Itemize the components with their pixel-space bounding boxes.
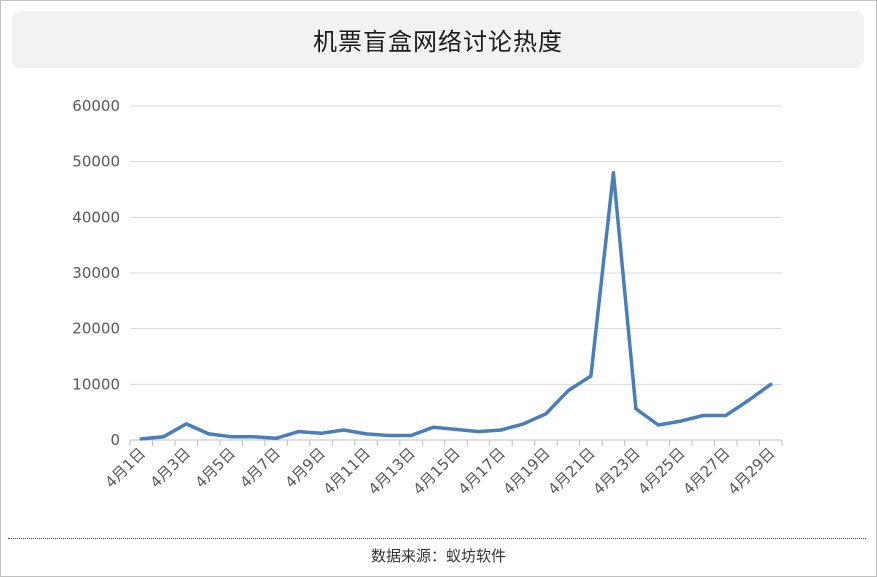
data-point bbox=[274, 436, 278, 440]
data-point bbox=[139, 437, 143, 441]
data-point bbox=[544, 412, 548, 416]
x-tick-label: 4月5日 bbox=[192, 444, 239, 491]
data-point bbox=[656, 423, 660, 427]
y-axis-ticks: 0 10000 20000 30000 40000 50000 60000 bbox=[72, 97, 120, 449]
y-tick-label: 60000 bbox=[72, 97, 120, 115]
data-point bbox=[387, 434, 391, 438]
x-tick-label: 4月29日 bbox=[724, 444, 778, 498]
x-tick-label: 4月25日 bbox=[634, 444, 688, 498]
data-point bbox=[409, 434, 413, 438]
x-tick-label: 4月21日 bbox=[545, 444, 599, 498]
y-tick-label: 10000 bbox=[72, 375, 120, 393]
footer-divider bbox=[8, 538, 866, 539]
series-group bbox=[139, 171, 773, 441]
data-point bbox=[679, 419, 683, 423]
y-tick-label: 20000 bbox=[72, 320, 120, 338]
data-point bbox=[521, 422, 525, 426]
y-tick-label: 40000 bbox=[72, 208, 120, 226]
x-tick-label: 4月23日 bbox=[589, 444, 643, 498]
data-source-note: 数据来源：蚁坊软件 bbox=[370, 547, 506, 565]
data-point bbox=[454, 427, 458, 431]
chart-title: 机票盲盒网络讨论热度 bbox=[313, 28, 563, 56]
x-tick-label: 4月15日 bbox=[410, 444, 464, 498]
data-point bbox=[566, 388, 570, 392]
x-axis-ticks: 4月1日4月3日4月5日4月7日4月9日4月11日4月13日4月15日4月17日… bbox=[102, 444, 779, 498]
x-tick-label: 4月1日 bbox=[102, 444, 149, 491]
series-line bbox=[139, 171, 773, 441]
x-tick-label: 4月7日 bbox=[237, 444, 284, 491]
y-tick-label: 0 bbox=[110, 431, 120, 449]
x-tick-label: 4月11日 bbox=[320, 444, 374, 498]
y-tick-label: 30000 bbox=[72, 264, 120, 282]
data-point bbox=[229, 435, 233, 439]
gridlines bbox=[130, 105, 782, 385]
data-point bbox=[724, 414, 728, 418]
data-point bbox=[701, 414, 705, 418]
data-point bbox=[611, 171, 615, 175]
data-point bbox=[162, 435, 166, 439]
data-point bbox=[364, 432, 368, 436]
data-point bbox=[769, 382, 773, 386]
x-tick-label: 4月17日 bbox=[455, 444, 509, 498]
x-tick-label: 4月27日 bbox=[679, 444, 733, 498]
data-point bbox=[297, 430, 301, 434]
data-point bbox=[184, 422, 188, 426]
data-point bbox=[499, 428, 503, 432]
x-tick-label: 4月19日 bbox=[500, 444, 554, 498]
x-tick-label: 4月3日 bbox=[147, 444, 194, 491]
data-point bbox=[746, 398, 750, 402]
data-point bbox=[252, 435, 256, 439]
y-tick-label: 50000 bbox=[72, 153, 120, 171]
x-axis bbox=[129, 439, 783, 446]
data-point bbox=[589, 374, 593, 378]
data-point bbox=[476, 430, 480, 434]
data-point bbox=[432, 425, 436, 429]
x-tick-label: 4月13日 bbox=[365, 444, 419, 498]
data-point bbox=[342, 428, 346, 432]
data-point bbox=[634, 407, 638, 411]
chart-title-bar: 机票盲盒网络讨论热度 bbox=[12, 11, 864, 68]
data-point bbox=[319, 431, 323, 435]
data-point bbox=[207, 432, 211, 436]
